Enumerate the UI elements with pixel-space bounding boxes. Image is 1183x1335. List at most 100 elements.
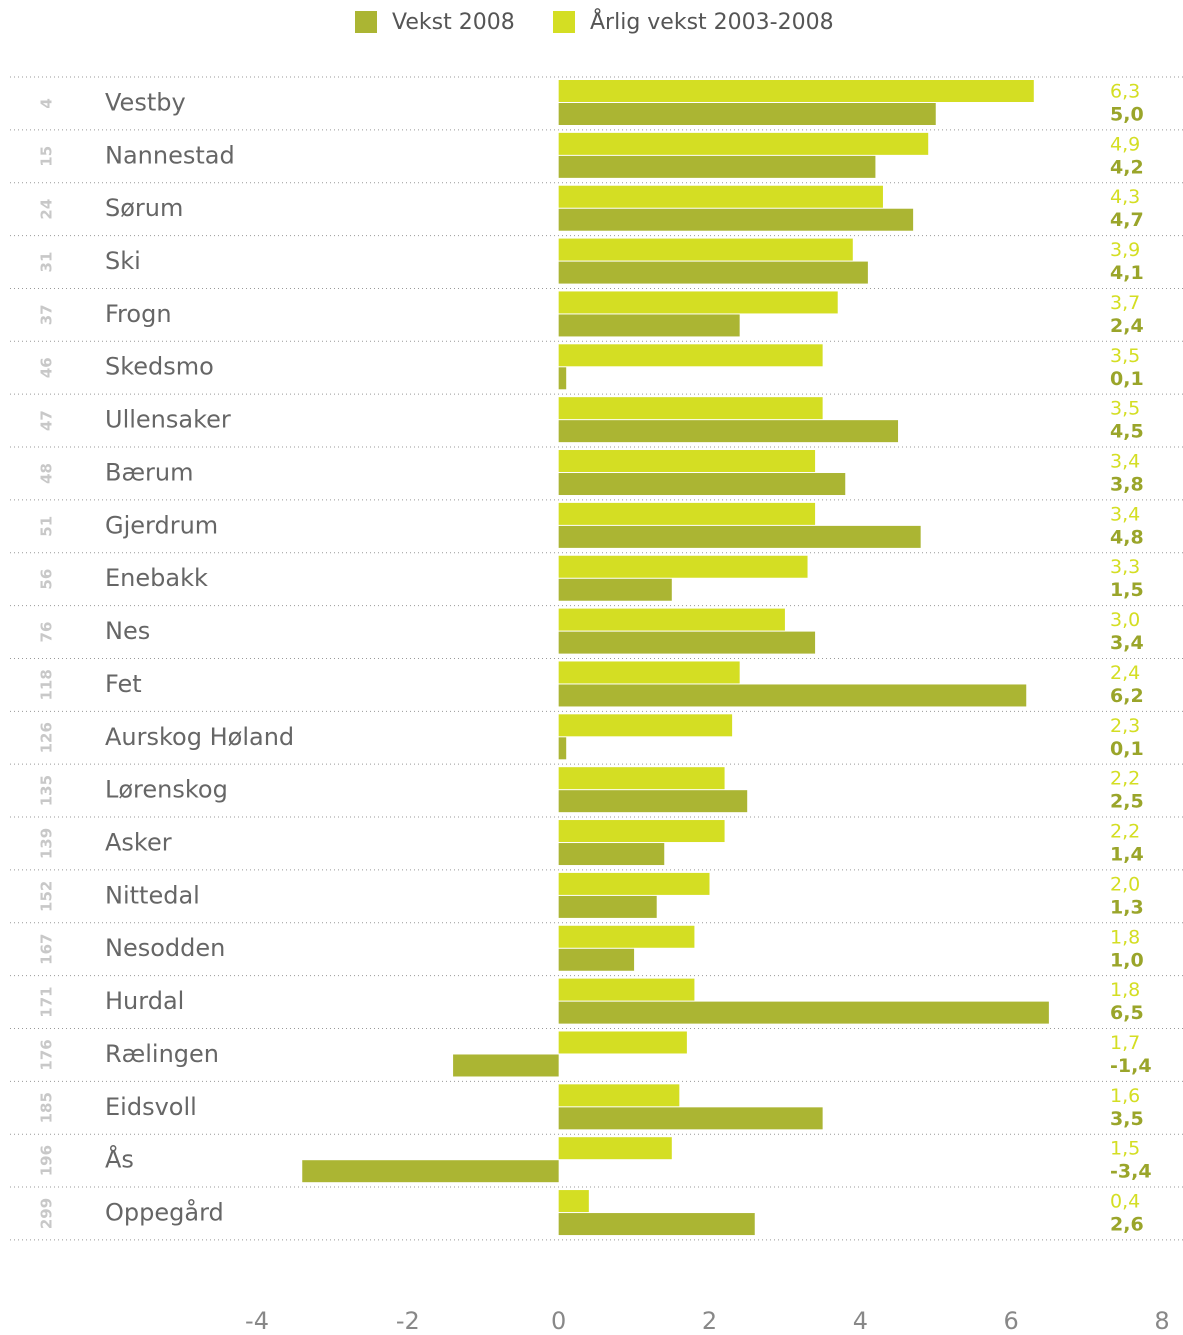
rank-label: 37 — [38, 304, 56, 325]
rank-label: 15 — [38, 146, 56, 167]
rank-label: 31 — [38, 252, 56, 273]
value-label: 1,8 — [1110, 926, 1140, 948]
value-label: 3,9 — [1110, 239, 1140, 261]
x-tick-label: -4 — [245, 1307, 269, 1335]
bar — [558, 450, 816, 473]
bar — [558, 155, 876, 178]
value-label: 2,2 — [1110, 821, 1140, 843]
value-label: 1,5 — [1110, 579, 1144, 601]
bar — [558, 1137, 672, 1160]
value-label: 3,8 — [1110, 474, 1144, 496]
value-label: -1,4 — [1110, 1055, 1152, 1077]
bar — [453, 1054, 559, 1077]
x-tick-label: 2 — [702, 1307, 717, 1335]
bar — [558, 978, 695, 1001]
value-label: 4,8 — [1110, 526, 1144, 548]
value-label: 1,6 — [1110, 1085, 1140, 1107]
bar — [558, 1190, 589, 1213]
category-label: Nannestad — [105, 141, 235, 169]
bar — [558, 1084, 680, 1107]
bar — [558, 1107, 823, 1130]
bar — [558, 555, 808, 578]
value-label: 2,4 — [1110, 662, 1140, 684]
rank-label: 196 — [38, 1145, 56, 1176]
category-label: Gjerdrum — [105, 511, 218, 539]
bar — [558, 925, 695, 948]
category-label: Hurdal — [105, 987, 184, 1015]
rank-label: 76 — [38, 622, 56, 643]
value-label: 1,7 — [1110, 1032, 1140, 1054]
category-label: Nes — [105, 617, 150, 645]
value-label: 2,6 — [1110, 1214, 1144, 1236]
bar — [558, 661, 740, 684]
value-label: 2,5 — [1110, 791, 1144, 813]
category-label: Vestby — [105, 88, 186, 116]
rank-label: 152 — [38, 881, 56, 912]
category-label: Frogn — [105, 300, 172, 328]
category-label: Oppegård — [105, 1197, 224, 1226]
x-tick-label: -2 — [396, 1307, 420, 1335]
bar — [558, 80, 1034, 102]
bar — [558, 1031, 687, 1054]
rank-label: 48 — [38, 463, 56, 484]
category-label: Fet — [105, 670, 142, 698]
category-label: Enebakk — [105, 564, 208, 592]
value-label: 3,5 — [1110, 1108, 1144, 1130]
bar — [558, 843, 665, 866]
bar — [558, 895, 657, 918]
value-label: 3,5 — [1110, 398, 1140, 420]
value-label: 5,0 — [1110, 104, 1144, 126]
bar — [558, 103, 936, 125]
value-label: 3,4 — [1110, 451, 1140, 473]
value-label: 6,5 — [1110, 1002, 1144, 1024]
category-label: Rælingen — [105, 1040, 219, 1068]
value-label: 0,4 — [1110, 1191, 1140, 1213]
category-label: Nesodden — [105, 934, 225, 962]
value-label: 4,1 — [1110, 262, 1144, 284]
value-label: 2,0 — [1110, 873, 1140, 895]
legend-label: Vekst 2008 — [392, 10, 515, 35]
bar — [558, 872, 710, 895]
x-tick-label: 4 — [853, 1307, 868, 1335]
bar — [302, 1160, 559, 1183]
bar — [558, 1213, 755, 1236]
rank-label: 126 — [38, 722, 56, 753]
legend-swatch — [355, 11, 377, 33]
category-label: Bærum — [105, 458, 194, 486]
value-label: 1,8 — [1110, 979, 1140, 1001]
rank-label: 24 — [38, 199, 56, 220]
legend-swatch — [553, 11, 575, 33]
category-label: Aurskog Høland — [105, 723, 294, 751]
rank-label: 51 — [38, 516, 56, 537]
value-label: 6,3 — [1110, 81, 1140, 103]
value-label: 4,7 — [1110, 209, 1144, 231]
value-label: 3,4 — [1110, 503, 1140, 525]
rank-label: 176 — [38, 1039, 56, 1070]
bar — [558, 608, 785, 631]
category-label: Ullensaker — [105, 406, 231, 434]
bar — [558, 208, 914, 231]
value-label: 3,4 — [1110, 632, 1144, 654]
rank-label: 167 — [38, 934, 56, 965]
category-label: Asker — [105, 828, 172, 856]
rank-label: 185 — [38, 1092, 56, 1123]
bar — [558, 132, 929, 155]
bar — [558, 578, 672, 601]
category-label: Eidsvoll — [105, 1093, 197, 1121]
x-tick-label: 0 — [551, 1307, 566, 1335]
bar — [558, 291, 838, 314]
category-label: Skedsmo — [105, 353, 214, 381]
value-label: 4,5 — [1110, 421, 1144, 443]
bar — [558, 238, 853, 261]
value-label: 3,5 — [1110, 345, 1140, 367]
value-label: 3,0 — [1110, 609, 1140, 631]
rank-label: 4 — [38, 98, 56, 108]
value-label: 4,2 — [1110, 156, 1144, 178]
category-label: Sørum — [105, 194, 183, 222]
value-label: 2,3 — [1110, 715, 1140, 737]
value-label: -3,4 — [1110, 1161, 1152, 1183]
value-label: 2,2 — [1110, 768, 1140, 790]
category-label: Lørenskog — [105, 776, 228, 804]
value-label: 3,3 — [1110, 556, 1140, 578]
